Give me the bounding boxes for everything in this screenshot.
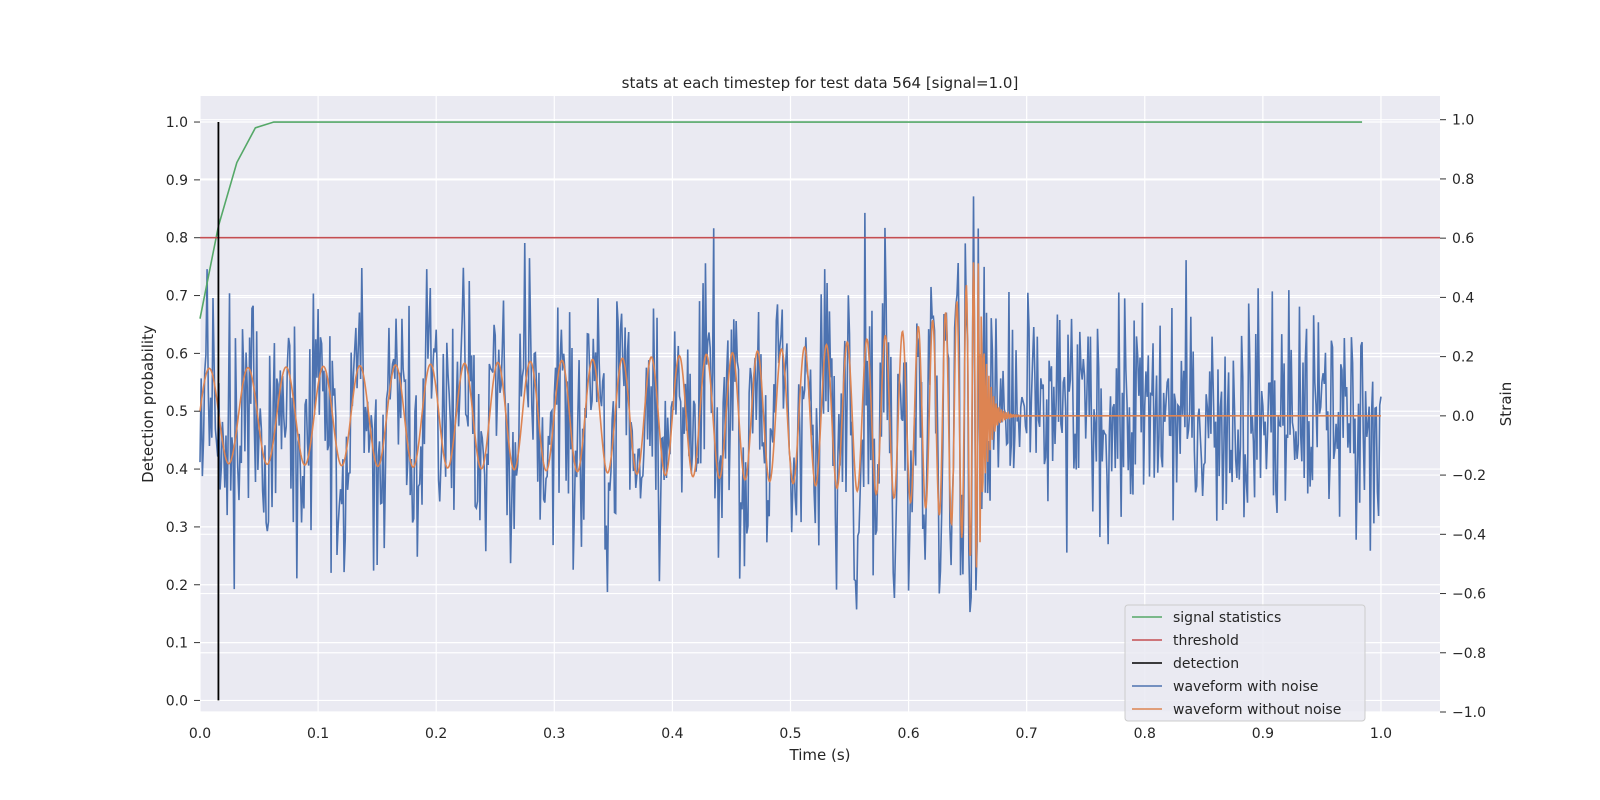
legend-label-threshold: threshold xyxy=(1173,633,1239,649)
legend-label-waveform-with-noise: waveform with noise xyxy=(1173,679,1318,695)
y2-tick-label: 0.8 xyxy=(1452,172,1474,188)
y-tick-label: 0.5 xyxy=(166,404,188,420)
y-tick-label: 0.9 xyxy=(166,173,188,189)
y-tick-label: 0.4 xyxy=(166,462,188,478)
legend-label-detection: detection xyxy=(1173,656,1239,672)
tick-labels: 0.0 0.1 0.2 0.3 0.4 0.5 0.6 0.7 0.8 0.9 1.0 0.0 0.1 0… xyxy=(166,113,1486,742)
x-tick-label: 0.2 xyxy=(425,726,447,742)
legend-box xyxy=(1124,604,1366,722)
y-tick-label: 0.1 xyxy=(166,636,188,652)
y2-tick-label: 0.4 xyxy=(1452,290,1474,306)
y2-tick-label: 0.2 xyxy=(1452,350,1474,366)
y-tick-label: 0.7 xyxy=(166,289,188,305)
legend-label-signal-statistics: signal statistics xyxy=(1173,610,1281,626)
x-tick-label: 0.5 xyxy=(779,726,801,742)
y2-tick-label: −1.0 xyxy=(1452,705,1486,721)
x-tick-label: 0.0 xyxy=(189,726,211,742)
y-tick-label: 0.6 xyxy=(166,346,188,362)
y-tick-label: 0.8 xyxy=(166,231,188,247)
series-signal-statistics xyxy=(199,121,1363,319)
y-axis-title: Detection probability xyxy=(139,325,157,483)
y2-tick-label: −0.6 xyxy=(1452,587,1486,603)
y2-tick-label: −0.2 xyxy=(1452,468,1486,484)
x-tick-label: 1.0 xyxy=(1370,726,1392,742)
legend-label-waveform-without-noise: waveform without noise xyxy=(1173,702,1341,718)
chart-title: stats at each timestep for test data 564… xyxy=(622,74,1019,92)
x-axis-title: Time (s) xyxy=(789,746,851,764)
y2-tick-label: 1.0 xyxy=(1452,113,1474,129)
y2-tick-label: 0.6 xyxy=(1452,231,1474,247)
x-tick-label: 0.6 xyxy=(897,726,919,742)
y2-tick-label: 0.0 xyxy=(1452,409,1474,425)
series-layer xyxy=(199,121,1440,701)
y-tick-label: 0.3 xyxy=(166,520,188,536)
x-tick-label: 0.8 xyxy=(1134,726,1156,742)
y-tick-label: 0.2 xyxy=(166,578,188,594)
y2-axis-title: Strain xyxy=(1497,382,1515,426)
y2-tick-label: −0.8 xyxy=(1452,646,1486,662)
x-tick-label: 0.9 xyxy=(1252,726,1274,742)
x-tick-label: 0.7 xyxy=(1016,726,1038,742)
y-tick-label: 0.0 xyxy=(166,693,188,709)
series-waveform-without-noise xyxy=(199,262,1381,568)
y-tick-label: 1.0 xyxy=(166,115,188,131)
x-tick-label: 0.1 xyxy=(307,726,329,742)
y2-tick-label: −0.4 xyxy=(1452,527,1486,543)
legend: signal statistics threshold detection wa… xyxy=(1124,604,1366,722)
x-tick-label: 0.4 xyxy=(661,726,683,742)
x-tick-label: 0.3 xyxy=(543,726,565,742)
